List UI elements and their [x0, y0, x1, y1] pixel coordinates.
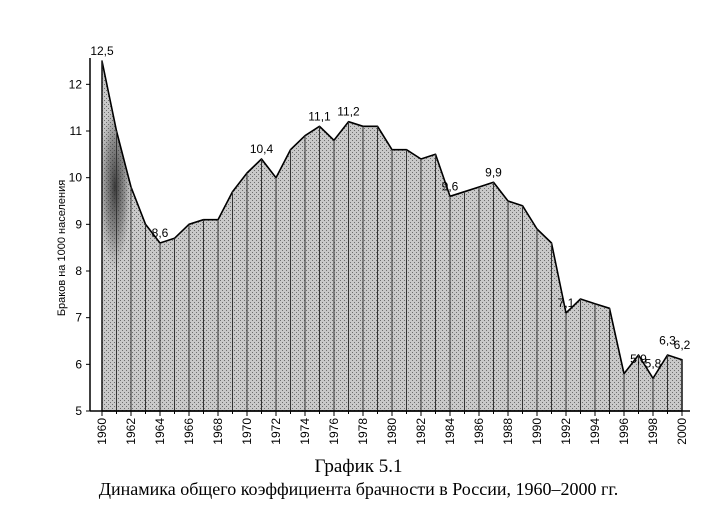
data-label: 11,1 [308, 109, 331, 123]
figure-caption-subtitle: Динамика общего коэффициента брачности в… [98, 479, 619, 499]
y-tick-label: 8 [75, 264, 82, 278]
data-label: 7,1 [558, 296, 575, 310]
marriage-rate-chart: 5 6 7 8 9 10 11 12 1960 1962 1964 1966 1968 1970 1972 1… [56, 44, 691, 445]
x-tick-label: 1994 [588, 418, 602, 445]
data-label: 9,9 [485, 165, 502, 179]
x-tick-label: 1980 [385, 418, 399, 445]
x-tick-label: 2000 [675, 418, 689, 445]
y-tick-label: 10 [69, 171, 83, 185]
y-tick-label: 5 [75, 404, 82, 418]
x-tick-label: 1984 [443, 418, 457, 445]
data-label: 6,2 [674, 338, 691, 352]
x-tick-label: 1988 [501, 418, 515, 445]
data-label: 5,8 [645, 357, 662, 371]
x-tick-label: 1964 [153, 418, 167, 445]
x-tick-label: 1976 [327, 418, 341, 445]
x-tick-label: 1960 [95, 418, 109, 445]
x-tick-label: 1970 [240, 418, 254, 445]
x-tick-label: 1978 [356, 418, 370, 445]
x-tick-label: 1972 [269, 418, 283, 445]
x-tick-label: 1990 [530, 418, 544, 445]
y-tick-label: 6 [75, 357, 82, 371]
x-tick-label: 1962 [124, 418, 138, 445]
data-label: 11,2 [337, 105, 360, 119]
axes: 5 6 7 8 9 10 11 12 1960 1962 1964 1966 1968 1970 1972 1… [69, 58, 690, 445]
x-tick-label: 1968 [211, 418, 225, 445]
y-tick-label: 12 [69, 77, 83, 91]
data-label: 6,3 [659, 333, 676, 347]
data-label: 9,6 [442, 179, 459, 193]
data-label: 5,9 [630, 352, 647, 366]
x-tick-label: 1992 [559, 418, 573, 445]
y-tick-label: 11 [70, 124, 83, 138]
data-label: 8,6 [152, 226, 169, 240]
data-label: 12,5 [90, 44, 114, 58]
x-tick-label: 1966 [182, 418, 196, 445]
data-label: 10,4 [250, 142, 274, 156]
year-lines [101, 61, 683, 411]
x-tick-label: 1986 [472, 418, 486, 445]
x-tick-label: 1974 [298, 418, 312, 445]
x-tick-label: 1998 [646, 418, 660, 445]
series-line [101, 60, 683, 412]
x-tick-label: 1996 [617, 418, 631, 445]
y-tick-label: 9 [75, 217, 82, 231]
dark-shading [102, 105, 132, 269]
figure-caption-title: График 5.1 [314, 456, 403, 477]
data-labels: 12,5 8,6 10,4 11,1 11,2 9,6 9,9 7,1 5,95,8 6,36,2 [90, 44, 690, 371]
y-axis-label: Браков на 1000 населения [56, 180, 68, 316]
y-tick-label: 7 [75, 311, 82, 325]
x-tick-label: 1982 [414, 418, 428, 445]
dark-shading-ellipse [102, 105, 132, 269]
